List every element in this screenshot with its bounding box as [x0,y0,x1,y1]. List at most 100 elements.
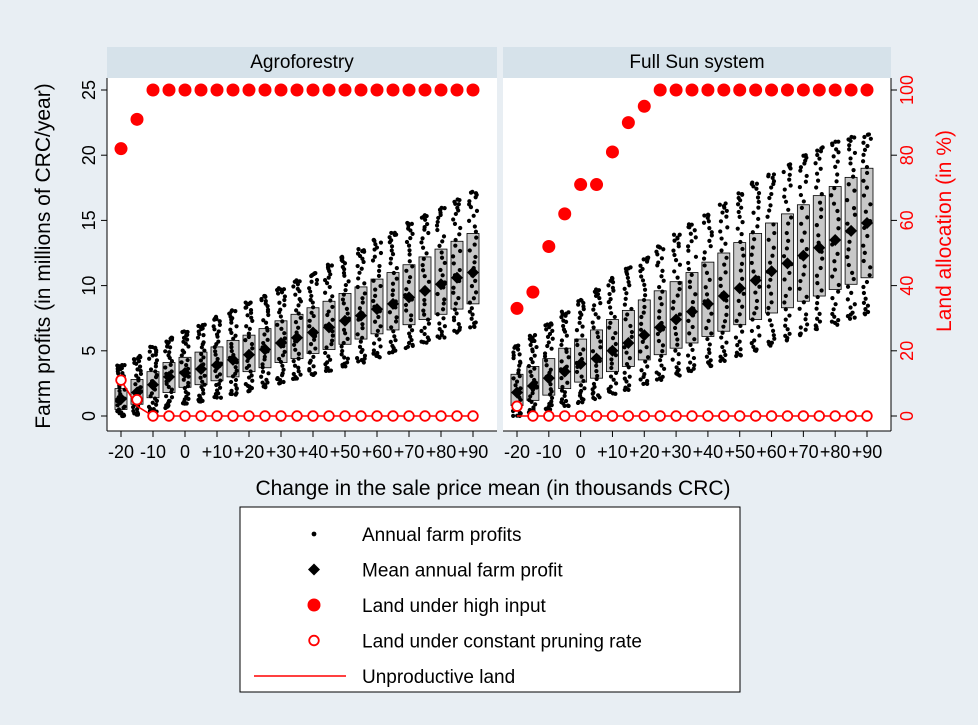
profit-dot [450,254,456,259]
profit-dot [311,313,316,319]
profit-dot [202,348,207,353]
profit-dot [166,384,171,390]
profit-dot [378,344,383,349]
legend-label: Unproductive land [362,667,515,688]
high-input-land-marker [322,83,336,97]
profit-dot [426,321,432,326]
profit-dot [294,308,299,313]
profit-dot [692,363,697,368]
profit-dot [298,315,303,320]
profit-dot [456,321,461,327]
profit-dot [358,339,363,344]
profit-dot [703,285,708,290]
profit-dot [686,260,691,266]
profit-dot [115,363,120,368]
profit-dot [424,213,429,219]
x-tick-label: -20 [504,442,530,462]
profit-dot [362,353,368,358]
profit-dot [851,206,857,211]
profit-dot [213,349,218,354]
profit-dot [473,290,479,295]
profit-dot [835,159,840,164]
profit-dot [426,230,431,236]
profit-dot [406,340,412,346]
mean-profit-marker [701,297,714,310]
profit-dot [830,311,835,317]
pruning-land-marker [559,410,571,422]
profit-dot [757,284,762,289]
profit-dot [201,355,206,360]
profit-dot [394,266,399,271]
profit-dot [233,377,239,383]
profit-dot [677,312,682,317]
profit-dot [658,296,663,301]
pruning-land-marker [670,410,682,422]
profit-dot [849,134,854,140]
profit-dot [798,165,804,170]
profit-dot [622,302,627,307]
profit-dot [706,219,711,224]
profit-dot [360,300,365,305]
profit-dot [611,377,616,382]
profit-dot [614,370,619,376]
profit-dot [687,279,692,284]
profit-dot [184,394,189,399]
profit-dot [580,333,585,338]
profit-dot [594,369,599,374]
profit-dot [133,382,138,387]
profit-dot [277,300,282,305]
profit-dot [407,331,412,336]
profit-dot [532,353,537,358]
profit-dot [390,343,395,348]
profit-dot [718,354,723,359]
profit-dot [120,363,125,368]
profit-dot [324,281,330,286]
profit-dot [422,224,427,230]
profit-dot [339,254,345,260]
profit-dot [312,371,318,376]
profit-dot [229,348,234,354]
profit-dot [234,368,239,373]
profit-dot [701,220,707,225]
profit-dot [180,348,185,353]
profit-dot [863,209,868,214]
profit-dot [325,360,330,365]
profit-dot [261,340,266,346]
pruning-land-marker [371,410,383,422]
legend-item: Land under constant pruning rate [308,632,642,653]
profit-dot [861,193,867,198]
profit-dot [466,218,472,223]
profit-dot [559,342,564,348]
profit-dot [852,188,857,193]
profit-dot [308,358,313,363]
profit-dot [404,239,410,245]
profit-dot [819,192,824,197]
profit-dot [473,278,478,283]
profit-dot [294,278,299,283]
legend-key-hollow-circle [308,634,320,647]
profit-dot [643,359,648,364]
profit-dot [355,263,360,269]
profit-dot [325,312,330,318]
profit-dot [314,277,320,283]
profit-dot [801,199,806,204]
profit-dot [246,363,252,368]
profit-dot [296,325,301,330]
profit-dot [864,279,870,285]
pruning-land-marker [638,410,650,422]
profit-dot [833,302,838,307]
profit-dot [801,272,806,277]
profit-dot [656,315,662,320]
y-tick-left-label: 20 [79,145,99,165]
high-input-land-marker [749,83,763,97]
profit-dot [250,378,255,383]
x-tick-label: 0 [576,442,586,462]
profit-dot [135,410,140,415]
profit-dot [638,327,644,332]
profit-dot [845,221,850,226]
profit-dot [387,310,392,315]
profit-dot [638,263,643,268]
profit-dot [341,292,346,297]
